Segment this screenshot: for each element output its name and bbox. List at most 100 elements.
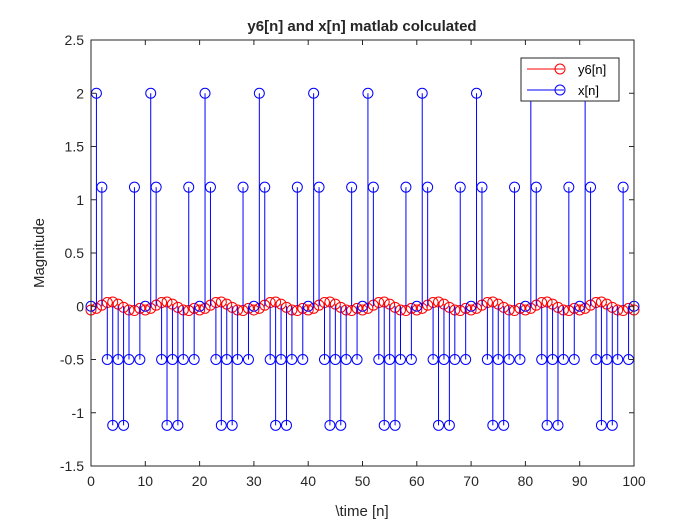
x-point [308,87,320,99]
legend-label-x: x[n] [578,83,599,98]
x-point [395,354,407,365]
x-point [487,419,499,431]
x-point [509,181,521,193]
y-axis-ticks: -1.5 -1 -0.5 0 0.5 1 1.5 2 2.5 [60,32,634,474]
y-tick-label: 0 [76,298,84,314]
x-point [232,354,244,365]
y-tick-label: -1.5 [60,458,84,474]
x-point [443,419,455,431]
x-axis-ticks: 0 10 20 30 40 50 60 70 80 90 100 [87,40,646,489]
x-point [514,354,526,365]
y-tick-label: 2 [76,85,84,101]
x-point [280,419,292,431]
x-point [335,419,347,431]
x-point [313,181,325,193]
x-point [471,87,483,99]
x-point [96,181,108,193]
y-tick-label: 1 [76,192,84,208]
x-point [612,354,624,365]
x-tick-label: 60 [409,473,425,489]
x-point [107,419,119,431]
y-tick-label: -0.5 [60,352,84,368]
x-point [617,181,629,193]
x-point [199,87,211,99]
x-point [183,181,195,193]
x-point [378,419,390,431]
x-point [177,354,189,365]
x-point [460,354,472,365]
x-point [454,181,466,193]
x-tick-label: 50 [355,473,371,489]
x-point [498,419,510,431]
x-point [145,87,157,99]
x-tick-label: 30 [246,473,262,489]
x-series [85,87,640,431]
x-point [324,419,336,431]
y-tick-label: 1.5 [65,139,85,155]
y-tick-label: 0.5 [65,245,85,261]
x-point [237,181,249,193]
x-point [405,354,417,365]
x-point [585,181,597,193]
x-point [253,87,265,99]
x-point [351,354,363,365]
y-axis-label: Magnitude [31,218,48,288]
y6-series [85,296,640,317]
x-point [346,181,358,193]
x-point [188,354,200,365]
x-point [595,419,607,431]
x-point [449,354,461,365]
x-point [242,354,254,365]
x-point [563,181,575,193]
x-point [226,419,238,431]
x-point [530,181,542,193]
legend-label-y6: y6[n] [578,62,606,77]
x-point [286,354,298,365]
x-point [422,181,434,193]
x-tick-label: 70 [463,473,479,489]
x-point [340,354,352,365]
x-point [297,354,309,365]
x-point [416,87,428,99]
axes-box [90,39,635,467]
y-tick-label: -1 [72,405,85,421]
chart-title: y6[n] and x[n] matlab colculated [247,18,476,35]
x-point [150,181,162,193]
x-point [389,419,401,431]
x-point [568,354,580,365]
x-point [503,354,515,365]
x-point [476,181,488,193]
legend-box [520,57,620,102]
x-point [204,181,216,193]
x-tick-label: 100 [622,473,646,489]
x-point [362,87,374,99]
x-point [606,419,618,431]
x-point [541,419,553,431]
x-point [128,181,140,193]
x-point [172,419,184,431]
x-point [123,354,135,365]
x-point [433,419,445,431]
x-tick-label: 80 [518,473,534,489]
x-tick-label: 10 [138,473,154,489]
x-tick-label: 20 [192,473,208,489]
x-point [215,419,227,431]
x-point [161,419,173,431]
x-point [552,419,564,431]
x-point [259,181,271,193]
y-tick-label: 2.5 [65,32,85,48]
x-tick-label: 90 [572,473,588,489]
legend: y6[n] x[n] [520,57,620,102]
x-point [134,354,146,365]
x-tick-label: 40 [300,473,316,489]
x-point [270,419,282,431]
x-point [367,181,379,193]
legend-marker-y6 [554,63,566,75]
legend-marker-x [554,84,566,96]
x-point [118,419,130,431]
x-point [557,354,569,365]
x-point [291,181,303,193]
x-point [400,181,412,193]
